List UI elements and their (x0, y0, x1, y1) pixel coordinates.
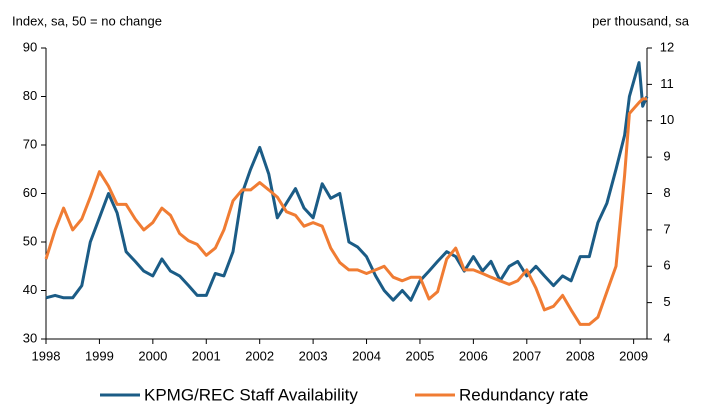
series-line (44, 97, 647, 326)
y-tick-label: 60 (23, 185, 37, 200)
y-tick-label: 80 (23, 88, 37, 103)
x-tick-label: 2002 (245, 348, 274, 363)
x-tick-label: 1999 (85, 348, 114, 363)
series-line (45, 61, 649, 302)
legend-label: Redundancy rate (459, 385, 588, 404)
legend-label: KPMG/REC Staff Availability (144, 385, 358, 404)
x-tick-label: 2005 (405, 348, 434, 363)
y2-tick-label: 5 (663, 294, 670, 309)
y2-tick-label: 6 (663, 258, 670, 273)
x-tick-label: 2006 (459, 348, 488, 363)
y2-tick-label: 11 (660, 76, 674, 91)
y2-tick-label: 4 (663, 330, 670, 345)
y2-tick-label: 9 (663, 149, 670, 164)
x-tick-label: 2007 (512, 348, 541, 363)
x-tick-label: 1998 (32, 348, 61, 363)
x-tick-label: 2004 (352, 348, 381, 363)
y2-tick-label: 10 (660, 112, 674, 127)
y-tick-label: 50 (23, 233, 37, 248)
y-tick-label: 90 (23, 39, 37, 54)
y-axis-label: Index, sa, 50 = no change (12, 13, 162, 28)
y2-tick-label: 12 (660, 39, 674, 54)
y-tick-label: 70 (23, 136, 37, 151)
y-tick-label: 30 (23, 330, 37, 345)
y-tick-label: 40 (23, 282, 37, 297)
y2-axis-label: per thousand, sa (592, 13, 690, 28)
y2-tick-label: 8 (663, 185, 670, 200)
y2-tick-label: 7 (663, 221, 670, 236)
x-tick-label: 2003 (299, 348, 328, 363)
x-tick-label: 2001 (192, 348, 221, 363)
x-tick-label: 2009 (619, 348, 648, 363)
x-tick-label: 2000 (138, 348, 167, 363)
x-tick-label: 2008 (566, 348, 595, 363)
